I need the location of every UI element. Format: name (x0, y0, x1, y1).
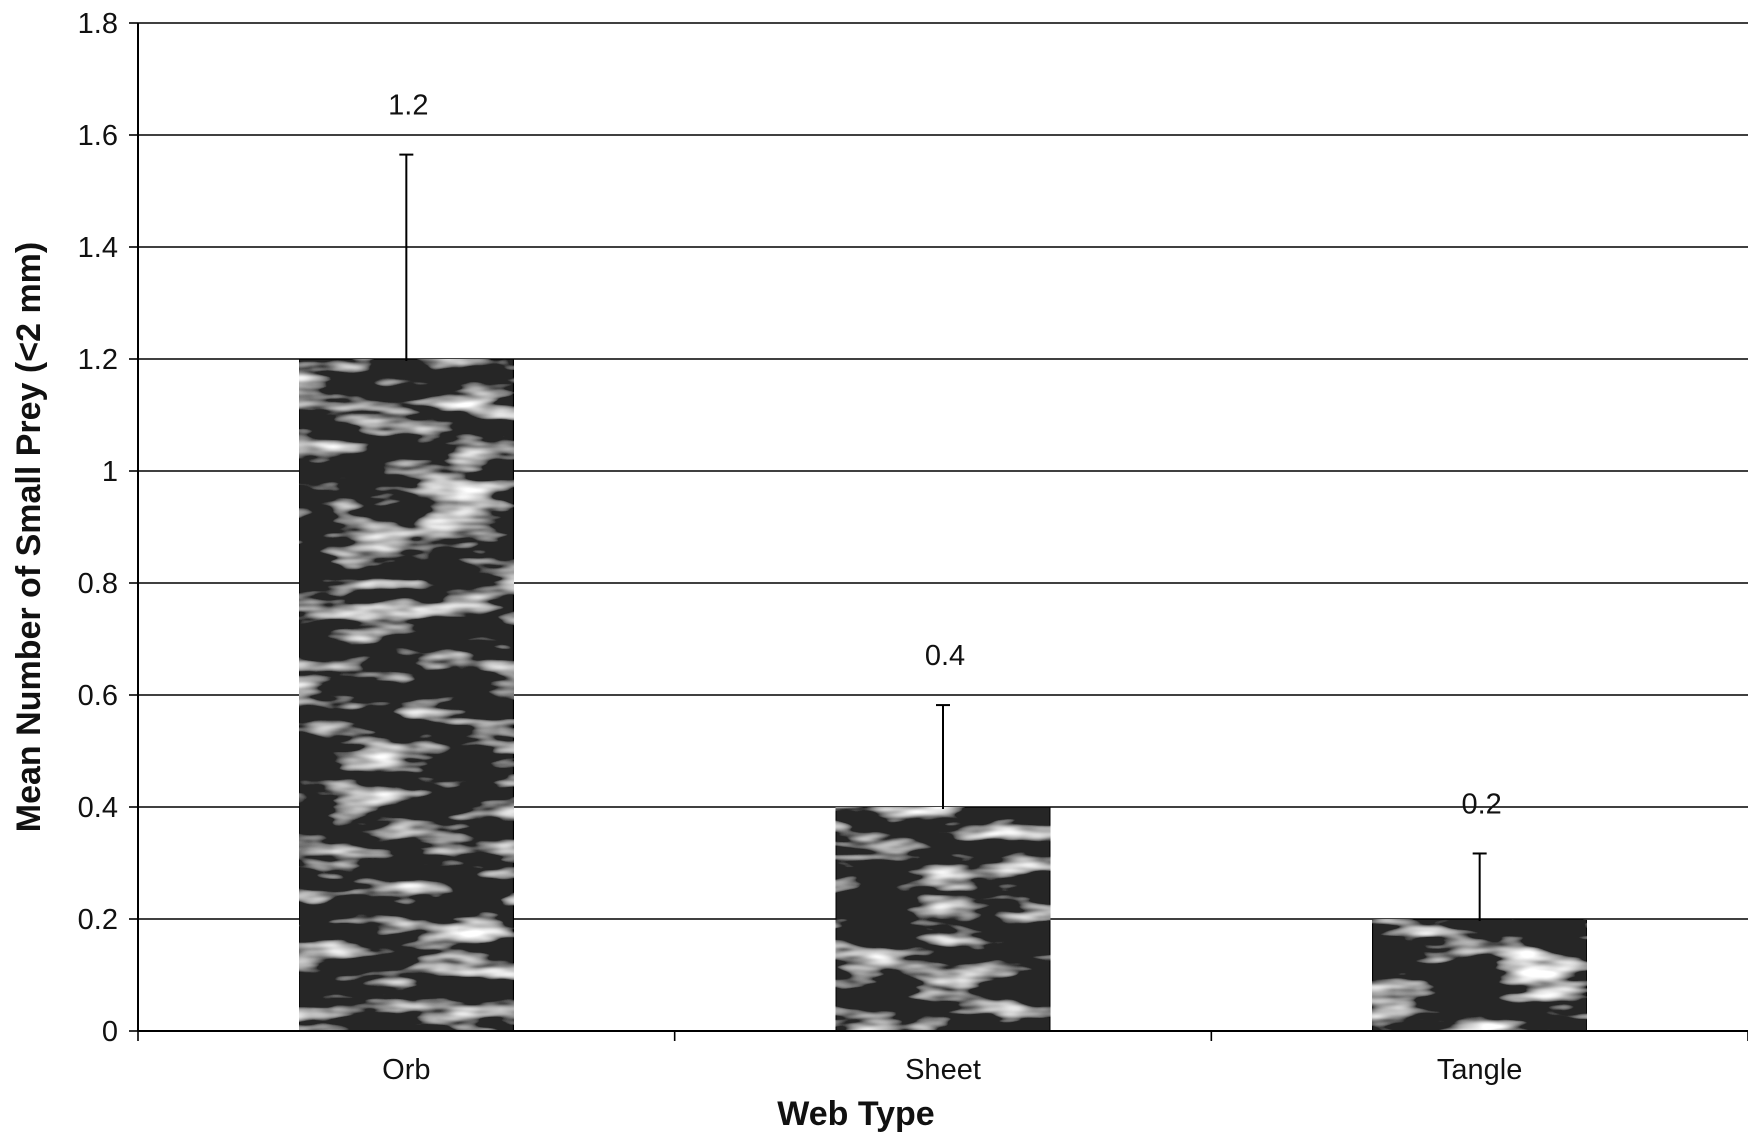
error-bars (399, 155, 1486, 921)
y-tick-label: 0.4 (78, 792, 118, 824)
y-tick-label: 0.2 (78, 904, 118, 936)
y-tick-label: 1 (102, 456, 118, 488)
data-label-tangle: 0.2 (1462, 788, 1502, 820)
y-tick-label: 0.8 (78, 568, 118, 600)
data-label-orb: 1.2 (388, 90, 428, 122)
y-axis-title: Mean Number of Small Prey (<2 mm) (10, 242, 48, 832)
y-tick-label: 1.8 (78, 8, 118, 40)
x-tick-label-orb: Orb (382, 1054, 430, 1086)
bar-sheet (836, 807, 1051, 1031)
y-tick-label: 0.6 (78, 680, 118, 712)
y-tick-label: 1.4 (78, 232, 118, 264)
x-tick-label-sheet: Sheet (905, 1054, 981, 1086)
bar-tangle (1372, 919, 1587, 1031)
x-tick-label-tangle: Tangle (1437, 1054, 1522, 1086)
x-axis-title: Web Type (777, 1095, 934, 1133)
labels: 0 0.2 0.4 0.6 0.8 1 1.2 1.4 1.6 1.8 1.2 Orb 0.4 Sheet… (78, 8, 1523, 1086)
y-tick-label: 0 (102, 1016, 118, 1048)
y-tick-label: 1.6 (78, 120, 118, 152)
data-label-sheet: 0.4 (925, 640, 965, 672)
y-tick-label: 1.2 (78, 344, 118, 376)
bar-orb (299, 359, 514, 1031)
